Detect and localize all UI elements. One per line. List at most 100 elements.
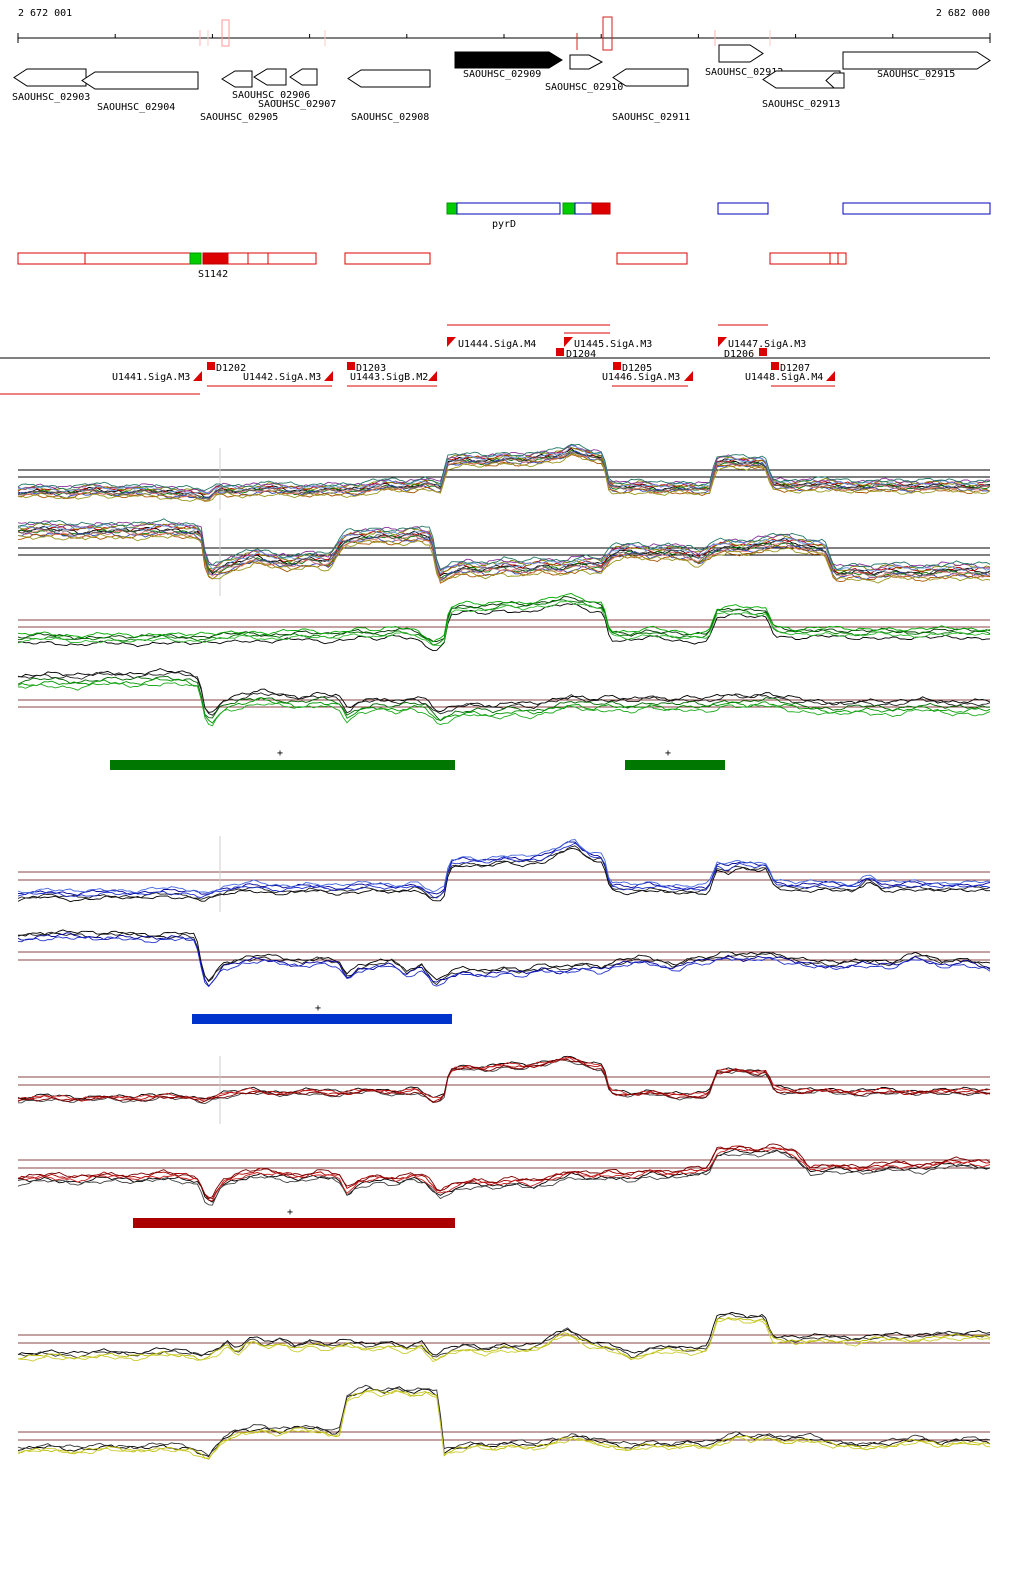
red-feature-row-box[interactable] (837, 252, 847, 265)
red-feature-row-box[interactable] (267, 252, 317, 265)
enriched-region-bar[interactable] (110, 760, 455, 770)
red-feature-row-label: S1142 (198, 269, 228, 280)
red-feature-row-box[interactable] (189, 252, 202, 265)
signal-trace-mixed-probes-rev (17, 525, 991, 577)
signal-trace-mixed-probes-rev (17, 530, 991, 581)
annotation-label[interactable]: D1205 (622, 363, 652, 374)
signal-trace-mixed-probes-rev (17, 520, 991, 571)
gene-label: SAOUHSC_02908 (351, 112, 429, 123)
annotation-label[interactable]: U1447.SigA.M3 (728, 339, 806, 350)
red-feature-row-box[interactable] (344, 252, 431, 265)
blue-feature-row-box[interactable] (562, 202, 576, 215)
annotation-label[interactable]: U1446.SigA.M3 (602, 372, 680, 383)
promoter-flag[interactable] (718, 337, 727, 347)
gene-label: SAOUHSC_02912 (705, 67, 783, 78)
terminator-marker[interactable] (347, 362, 355, 370)
gene-arrow[interactable] (289, 68, 318, 86)
signal-trace-mixed-probes-fwd (17, 444, 991, 495)
blue-feature-row-box[interactable] (456, 202, 561, 215)
gene-arrow[interactable] (612, 68, 689, 87)
promoter-flag[interactable] (193, 371, 202, 381)
enriched-region-bar[interactable] (625, 760, 725, 770)
enriched-region-plus: + (287, 1207, 293, 1218)
annotation-label[interactable]: U1444.SigA.M4 (458, 339, 536, 350)
signal-trace-yellow-rev (17, 1389, 991, 1459)
signal-trace-green-fwd (17, 600, 991, 647)
promoter-flag[interactable] (428, 371, 437, 381)
red-feature-row-box[interactable] (17, 252, 86, 265)
blue-feature-row-label: pyrD (492, 219, 516, 230)
signal-trace-mixed-probes-rev (17, 532, 991, 584)
gene-label: SAOUHSC_02904 (97, 102, 175, 113)
signal-trace-yellow-rev (17, 1384, 991, 1457)
signal-trace-yellow-fwd (17, 1316, 991, 1363)
gene-arrow[interactable] (81, 71, 199, 90)
enriched-region-plus: + (665, 748, 671, 759)
enriched-region-plus: + (277, 748, 283, 759)
signal-trace-mixed-probes-fwd (17, 452, 991, 500)
promoter-flag[interactable] (826, 371, 835, 381)
gene-arrow[interactable] (253, 68, 287, 86)
terminator-marker[interactable] (556, 348, 564, 356)
gene-label: SAOUHSC_02907 (258, 99, 336, 110)
enriched-region-bar[interactable] (192, 1014, 452, 1024)
gene-label: SAOUHSC_02906 (232, 90, 310, 101)
red-feature-row-box[interactable] (829, 252, 839, 265)
promoter-flag[interactable] (324, 371, 333, 381)
terminator-marker[interactable] (207, 362, 215, 370)
terminator-marker[interactable] (771, 362, 779, 370)
signal-trace-mixed-probes-rev (17, 533, 991, 584)
blue-feature-row-box[interactable] (446, 202, 458, 215)
annotation-label[interactable]: D1207 (780, 363, 810, 374)
promoter-flag[interactable] (564, 337, 573, 347)
red-feature-row-box[interactable] (616, 252, 688, 265)
signal-trace-mixed-probes-rev (17, 529, 991, 581)
gene-arrow[interactable] (454, 51, 563, 69)
signal-trace-red-rev (17, 1147, 991, 1202)
annotation-label[interactable]: U1442.SigA.M3 (243, 372, 321, 383)
blue-feature-row-box[interactable] (574, 202, 593, 215)
blue-feature-row-box[interactable] (717, 202, 769, 215)
annotation-label[interactable]: D1204 (566, 349, 596, 360)
gene-arrow[interactable] (842, 51, 991, 70)
promoter-flag[interactable] (447, 337, 456, 347)
signal-trace-blue-fwd (17, 839, 991, 894)
annotation-label[interactable]: D1206 (724, 349, 754, 360)
terminator-marker[interactable] (613, 362, 621, 370)
gene-arrow[interactable] (569, 54, 604, 70)
gene-arrow[interactable] (825, 72, 845, 89)
red-feature-row-box[interactable] (84, 252, 191, 265)
annotation-label[interactable]: U1441.SigA.M3 (112, 372, 190, 383)
annotation-label[interactable]: U1443.SigB.M2 (350, 372, 428, 383)
region-end-coordinate: 2 682 000 (935, 8, 990, 19)
signal-trace-mixed-probes-fwd (17, 454, 991, 502)
gene-arrow[interactable] (347, 69, 431, 88)
signal-trace-green-fwd (17, 603, 991, 652)
red-feature-row-box[interactable] (202, 252, 229, 265)
annotation-label[interactable]: U1445.SigA.M3 (574, 339, 652, 350)
gene-arrow[interactable] (13, 68, 87, 87)
signal-trace-green-fwd (17, 593, 991, 643)
blue-feature-row-box[interactable] (591, 202, 611, 215)
red-feature-row-box[interactable] (769, 252, 831, 265)
annotation-label[interactable]: D1202 (216, 363, 246, 374)
ruler-feature-mark (602, 16, 613, 51)
ruler-feature-mark (221, 19, 230, 47)
red-feature-row-box[interactable] (227, 252, 249, 265)
blue-feature-row-box[interactable] (842, 202, 991, 215)
signal-trace-green-rev (17, 677, 991, 724)
terminator-marker[interactable] (759, 348, 767, 356)
enriched-region-bar[interactable] (133, 1218, 455, 1228)
gene-arrow[interactable] (718, 44, 764, 63)
gene-arrow[interactable] (221, 70, 253, 88)
red-feature-row-box[interactable] (247, 252, 269, 265)
promoter-flag[interactable] (684, 371, 693, 381)
signal-trace-mixed-probes-fwd (17, 453, 991, 502)
signal-trace-green-fwd (18, 599, 991, 646)
signal-trace-yellow-fwd (17, 1313, 991, 1359)
annotation-label[interactable]: D1203 (356, 363, 386, 374)
annotation-label[interactable]: U1448.SigA.M4 (745, 372, 823, 383)
gene-label: SAOUHSC_02915 (877, 69, 955, 80)
signal-trace-mixed-probes-fwd (17, 443, 991, 491)
signal-trace-mixed-probes-rev (17, 518, 991, 571)
